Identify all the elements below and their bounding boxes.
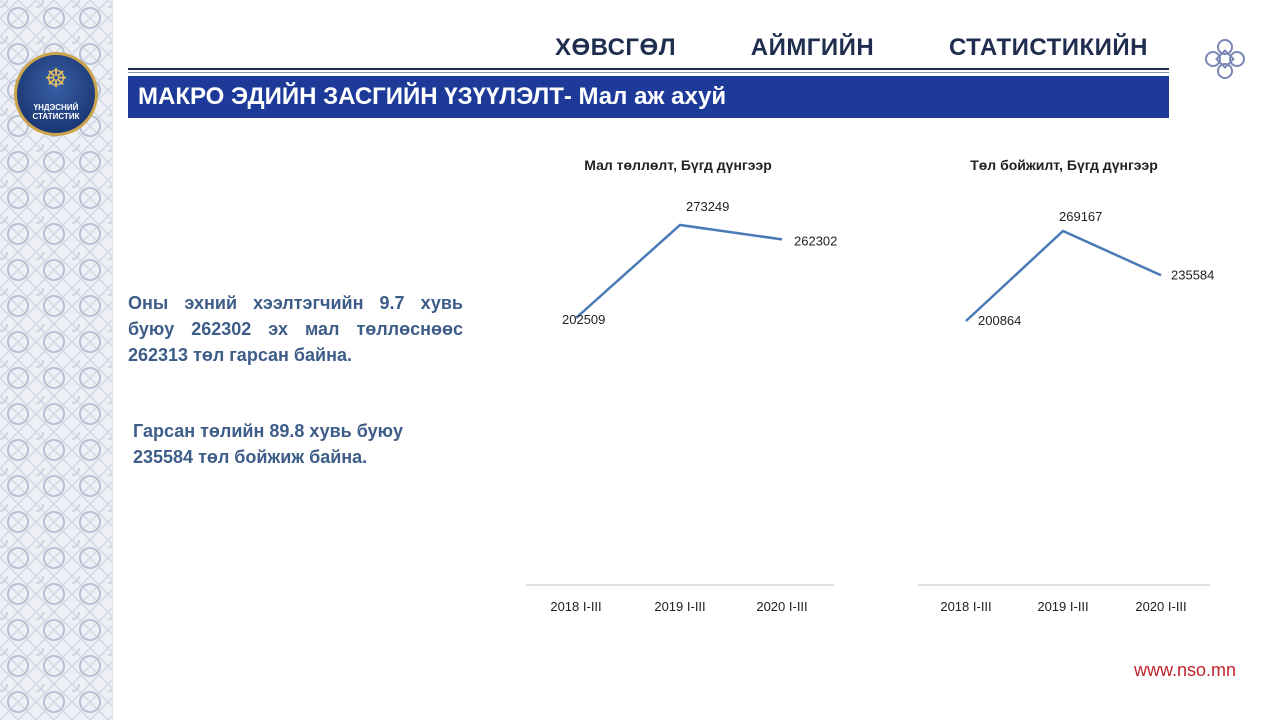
logo-text-line1: ҮНДЭСНИЙ <box>33 103 79 112</box>
header-word-2: АЙМГИЙН <box>750 34 875 61</box>
website-link[interactable]: www.nso.mn <box>1134 660 1237 680</box>
x-tick-label: 2018 I-III <box>940 599 991 614</box>
x-tick-label: 2018 I-III <box>550 599 601 614</box>
header-divider-thin <box>128 72 1169 73</box>
x-tick-label: 2019 I-III <box>1037 599 1088 614</box>
nso-logo: ☸ ҮНДЭСНИЙ СТАТИСТИК <box>14 52 98 136</box>
section-banner: МАКРО ЭДИЙН ЗАСГИЙН ҮЗҮҮЛЭЛТ- Мал аж аху… <box>128 76 1169 118</box>
data-label: 202509 <box>562 312 605 327</box>
header-divider <box>128 68 1169 70</box>
series-line <box>575 223 783 319</box>
data-label: 269167 <box>1059 209 1102 224</box>
data-label: 235584 <box>1171 267 1214 282</box>
data-label: 262302 <box>794 233 837 248</box>
chart-births: Мал төллөлт, Бүгд дүнгээр 202509 2018 I-II… <box>526 157 837 614</box>
summary-paragraph-2: Гарсан төлийн 89.8 хувь буюу 235584 төл … <box>133 421 404 467</box>
soyombo-icon: ☸ <box>44 63 68 93</box>
data-label: 273249 <box>686 199 729 214</box>
x-tick-label: 2020 I-III <box>1135 599 1186 614</box>
page-header-title: ХӨВСГӨЛ АЙМГИЙН СТАТИСТИКИЙН <box>555 34 1148 62</box>
chart-survival: Төл бойжилт, Бүгд дүнгээр 200864 2018 I-II… <box>918 157 1214 614</box>
series-line <box>965 229 1162 322</box>
x-tick-label: 2020 I-III <box>756 599 807 614</box>
header-word-1: ХӨВСГӨЛ <box>555 34 677 61</box>
chart-title: Мал төллөлт, Бүгд дүнгээр <box>584 157 772 173</box>
summary-paragraph-1: Оны эхний хээлтэгчийн 9.7 хувь буюу 2623… <box>128 293 463 365</box>
logo-text-line2: СТАТИСТИК <box>32 112 80 121</box>
chart-title: Төл бойжилт, Бүгд дүнгээр <box>970 157 1158 173</box>
x-tick-label: 2019 I-III <box>654 599 705 614</box>
ornament-icon <box>1205 39 1245 79</box>
header-word-3: СТАТИСТИКИЙН <box>948 34 1148 61</box>
data-label: 200864 <box>978 313 1021 328</box>
